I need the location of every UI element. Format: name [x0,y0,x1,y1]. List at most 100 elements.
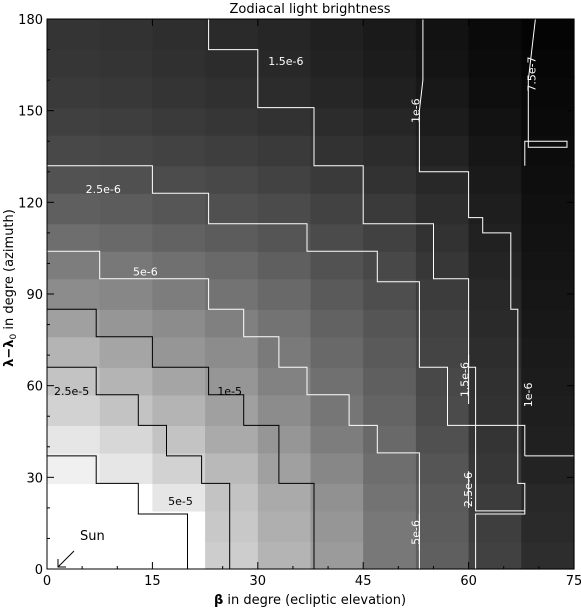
heatmap-cell [47,223,101,252]
heatmap-cell [47,278,101,310]
heatmap-cell [468,165,522,194]
heatmap-cell [152,223,206,252]
heatmap-cell [521,278,575,310]
heatmap-cell [468,483,522,512]
heatmap-cell [363,336,417,368]
heatmap-cell [363,394,417,426]
heatmap-cell [205,367,259,396]
heatmap-cell [521,510,575,543]
heatmap-cell [205,336,259,368]
heatmap-cell [310,510,364,543]
heatmap-cell [468,193,522,225]
heatmap-cell [310,452,364,485]
heatmap-cell [310,425,364,454]
heatmap-cell [521,336,575,368]
heatmap-cell [415,251,470,280]
heatmap-cell [415,77,470,109]
heatmap-cell [363,107,417,136]
heatmap-cell [363,19,417,51]
y-tick-label: 90 [26,288,43,303]
heatmap-cell [257,483,312,512]
heatmap-cell [99,309,153,338]
heatmap-cell [47,107,101,136]
heatmap-cell [257,135,312,167]
heatmap-cell [521,394,575,426]
heatmap-cell [99,77,153,109]
heatmap-cell [468,541,522,570]
heatmap-cell [205,278,259,310]
heatmap-cell [99,19,153,51]
heatmap-cell [99,193,153,225]
heatmap-cell [521,483,575,512]
contour-labels: 5e-5 2.5e-5 1e-5 5e-6 2.5e-6 1.5e-6 1e-6 1e-6 7.… [54,55,538,545]
y-tick-label: 0 [35,563,43,578]
heatmap-cell [310,165,364,194]
heatmap-cell [99,483,153,512]
heatmap-cell [47,309,101,338]
heatmap-cell [363,49,417,78]
heatmap-cell [257,425,312,454]
y-tick-label: 120 [18,196,43,211]
x-axis-label-symbol: β [214,593,223,608]
heatmap-cell [47,19,101,51]
contour-label: 7.5e-7 [525,56,538,91]
contour-label: 2.5e-5 [54,385,89,398]
heatmap-cell [99,107,153,136]
heatmap-cell [47,425,101,454]
contour-label: 1.5e-6 [268,55,303,68]
heatmap-cell [363,483,417,512]
heatmap-cell [468,19,522,51]
heatmap-cell [99,510,153,543]
contour-label: 1.5e-6 [459,362,472,397]
heatmap-cell [47,483,101,512]
sun-arrow-head [57,559,66,568]
contour-lines [47,18,574,569]
x-tick-label: 60 [460,574,477,589]
heatmap-cell [363,452,417,485]
contour-label: 5e-6 [133,266,158,279]
sun-annotation: Sun [57,529,105,568]
heatmap-cell [152,251,206,280]
heatmap-cell [521,19,575,51]
heatmap-cell [47,193,101,225]
heatmap-cell [310,541,364,570]
heatmap-cell [415,510,470,543]
heatmap-cell [310,251,364,280]
x-tick-label: 0 [43,574,51,589]
x-tick-label: 15 [144,574,161,589]
y-tick-label: 30 [26,471,43,486]
heatmap-cell [415,278,470,310]
contour-label: 5e-6 [409,520,422,545]
heatmap-cell [363,165,417,194]
heatmap-cell [415,336,470,368]
contour-line [524,18,568,166]
heatmap-cell [257,251,312,280]
heatmap-cell [257,49,312,78]
heatmap-cell [521,223,575,252]
heatmap-cell [257,107,312,136]
heatmap-cell [415,367,470,396]
heatmap-cell [99,394,153,426]
heatmap-cell [47,510,101,543]
heatmap-cell [521,541,575,570]
heatmap-cell [205,107,259,136]
heatmap-cell [468,49,522,78]
contour-label: 1e-5 [217,385,242,398]
contour-line [47,455,188,569]
heatmap-cell [152,107,206,136]
heatmap-cell [521,367,575,396]
heatmap-cell [257,336,312,368]
heatmap-cell [152,278,206,310]
heatmap-cell [521,165,575,194]
heatmap-cell [468,107,522,136]
heatmap-cell [47,452,101,485]
heatmap-cell [99,278,153,310]
heatmap-cell [468,452,522,485]
heatmap-cell [363,278,417,310]
contour-line [208,19,526,511]
contour-label: 5e-5 [168,495,193,508]
heatmap-cell [152,367,206,396]
contour-label: 2.5e-6 [86,183,121,196]
heatmap-cell [310,135,364,167]
heatmap-cell [99,367,153,396]
